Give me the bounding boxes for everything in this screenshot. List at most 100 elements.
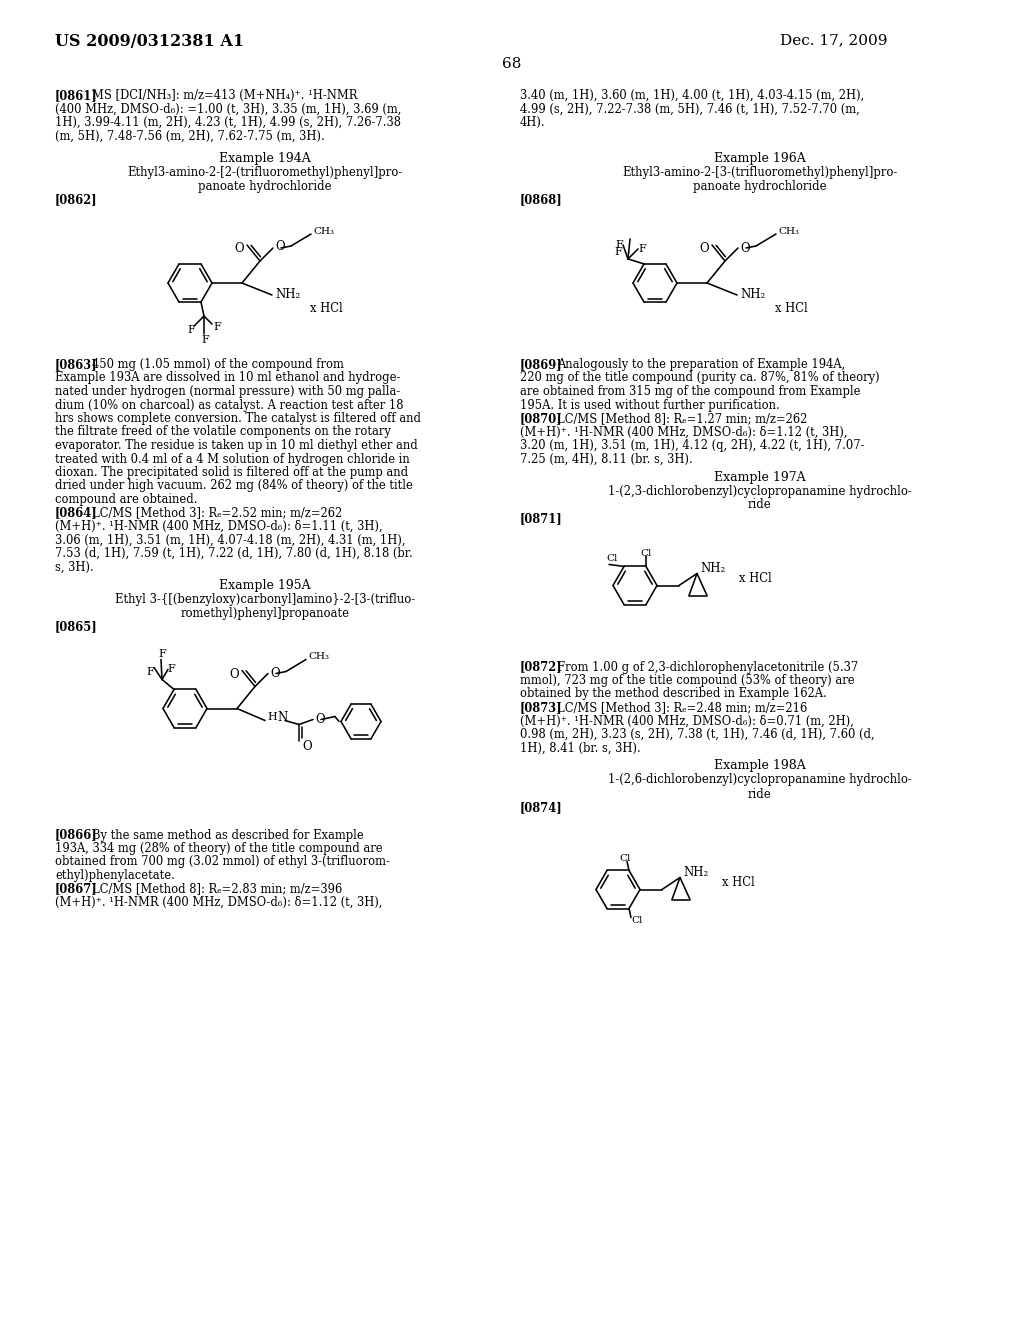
Text: Example 197A: Example 197A (714, 470, 806, 483)
Text: 3.20 (m, 1H), 3.51 (m, 1H), 4.12 (q, 2H), 4.22 (t, 1H), 7.07-: 3.20 (m, 1H), 3.51 (m, 1H), 4.12 (q, 2H)… (520, 440, 864, 451)
Text: mmol), 723 mg of the title compound (53% of theory) are: mmol), 723 mg of the title compound (53%… (520, 675, 855, 686)
Text: [0863]: [0863] (55, 358, 97, 371)
Text: Ethyl3-amino-2-[3-(trifluoromethyl)phenyl]pro-: Ethyl3-amino-2-[3-(trifluoromethyl)pheny… (623, 166, 898, 180)
Text: F: F (167, 664, 175, 675)
Text: obtained from 700 mg (3.02 mmol) of ethyl 3-(trifluorom-: obtained from 700 mg (3.02 mmol) of ethy… (55, 855, 390, 869)
Text: NH₂: NH₂ (700, 562, 725, 576)
Text: F: F (213, 322, 221, 333)
Text: MS [DCI/NH₃]: m/z=413 (M+NH₄)⁺. ¹H-NMR: MS [DCI/NH₃]: m/z=413 (M+NH₄)⁺. ¹H-NMR (92, 88, 357, 102)
Text: F: F (638, 244, 646, 253)
Text: Dec. 17, 2009: Dec. 17, 2009 (780, 33, 888, 48)
Text: the filtrate freed of the volatile components on the rotary: the filtrate freed of the volatile compo… (55, 425, 391, 438)
Text: Ethyl3-amino-2-[2-(trifluoromethyl)phenyl]pro-: Ethyl3-amino-2-[2-(trifluoromethyl)pheny… (127, 166, 402, 180)
Text: Example 194A: Example 194A (219, 152, 311, 165)
Text: O: O (315, 713, 325, 726)
Text: 1H), 8.41 (br. s, 3H).: 1H), 8.41 (br. s, 3H). (520, 742, 641, 755)
Text: ride: ride (749, 499, 772, 511)
Text: F: F (201, 335, 209, 345)
Text: Cl: Cl (606, 554, 617, 562)
Text: 7.25 (m, 4H), 8.11 (br. s, 3H).: 7.25 (m, 4H), 8.11 (br. s, 3H). (520, 453, 693, 466)
Text: F: F (187, 325, 195, 335)
Text: (M+H)⁺. ¹H-NMR (400 MHz, DMSO-d₆): δ=1.11 (t, 3H),: (M+H)⁺. ¹H-NMR (400 MHz, DMSO-d₆): δ=1.1… (55, 520, 383, 533)
Text: CH₃: CH₃ (308, 652, 329, 661)
Text: [0872]: [0872] (520, 660, 562, 673)
Text: 4H).: 4H). (520, 116, 546, 129)
Text: 195A. It is used without further purification.: 195A. It is used without further purific… (520, 399, 779, 412)
Text: compound are obtained.: compound are obtained. (55, 492, 198, 506)
Text: dium (10% on charcoal) as catalyst. A reaction test after 18: dium (10% on charcoal) as catalyst. A re… (55, 399, 403, 412)
Text: 1-(2,6-dichlorobenzyl)cyclopropanamine hydrochlo-: 1-(2,6-dichlorobenzyl)cyclopropanamine h… (608, 774, 912, 787)
Text: panoate hydrochloride: panoate hydrochloride (199, 180, 332, 193)
Text: F: F (158, 649, 166, 660)
Text: Example 193A are dissolved in 10 ml ethanol and hydroge-: Example 193A are dissolved in 10 ml etha… (55, 371, 400, 384)
Text: x HCl: x HCl (739, 572, 772, 585)
Text: 1H), 3.99-4.11 (m, 2H), 4.23 (t, 1H), 4.99 (s, 2H), 7.26-7.38: 1H), 3.99-4.11 (m, 2H), 4.23 (t, 1H), 4.… (55, 116, 401, 129)
Text: evaporator. The residue is taken up in 10 ml diethyl ether and: evaporator. The residue is taken up in 1… (55, 440, 418, 451)
Text: O: O (234, 243, 244, 256)
Text: [0874]: [0874] (520, 801, 563, 814)
Text: 3.06 (m, 1H), 3.51 (m, 1H), 4.07-4.18 (m, 2H), 4.31 (m, 1H),: 3.06 (m, 1H), 3.51 (m, 1H), 4.07-4.18 (m… (55, 533, 406, 546)
Text: Cl: Cl (631, 916, 642, 925)
Text: 1-(2,3-dichlorobenzyl)cyclopropanamine hydrochlo-: 1-(2,3-dichlorobenzyl)cyclopropanamine h… (608, 484, 912, 498)
Text: romethyl)phenyl]propanoate: romethyl)phenyl]propanoate (180, 606, 349, 619)
Text: (M+H)⁺. ¹H-NMR (400 MHz, DMSO-d₆): δ=1.12 (t, 3H),: (M+H)⁺. ¹H-NMR (400 MHz, DMSO-d₆): δ=1.1… (55, 896, 383, 909)
Text: 450 mg (1.05 mmol) of the compound from: 450 mg (1.05 mmol) of the compound from (92, 358, 344, 371)
Text: Cl: Cl (640, 549, 651, 558)
Text: [0873]: [0873] (520, 701, 562, 714)
Text: Cl: Cl (620, 854, 631, 863)
Text: [0862]: [0862] (55, 193, 97, 206)
Text: Example 195A: Example 195A (219, 578, 311, 591)
Text: (400 MHz, DMSO-d₆): =1.00 (t, 3H), 3.35 (m, 1H), 3.69 (m,: (400 MHz, DMSO-d₆): =1.00 (t, 3H), 3.35 … (55, 103, 401, 116)
Text: US 2009/0312381 A1: US 2009/0312381 A1 (55, 33, 244, 50)
Text: [0867]: [0867] (55, 883, 97, 895)
Text: hrs shows complete conversion. The catalyst is filtered off and: hrs shows complete conversion. The catal… (55, 412, 421, 425)
Text: panoate hydrochloride: panoate hydrochloride (693, 180, 826, 193)
Text: x HCl: x HCl (722, 876, 755, 888)
Text: Example 196A: Example 196A (714, 152, 806, 165)
Text: NH₂: NH₂ (740, 289, 765, 301)
Text: (M+H)⁺. ¹H-NMR (400 MHz, DMSO-d₆): δ=1.12 (t, 3H),: (M+H)⁺. ¹H-NMR (400 MHz, DMSO-d₆): δ=1.1… (520, 425, 848, 438)
Text: dried under high vacuum. 262 mg (84% of theory) of the title: dried under high vacuum. 262 mg (84% of … (55, 479, 413, 492)
Text: N: N (278, 711, 288, 723)
Text: O: O (699, 243, 709, 256)
Text: [0866]: [0866] (55, 829, 97, 842)
Text: F: F (615, 240, 623, 249)
Text: ethyl)phenylacetate.: ethyl)phenylacetate. (55, 869, 175, 882)
Text: 3.40 (m, 1H), 3.60 (m, 1H), 4.00 (t, 1H), 4.03-4.15 (m, 2H),: 3.40 (m, 1H), 3.60 (m, 1H), 4.00 (t, 1H)… (520, 88, 864, 102)
Text: dioxan. The precipitated solid is filtered off at the pump and: dioxan. The precipitated solid is filter… (55, 466, 409, 479)
Text: are obtained from 315 mg of the compound from Example: are obtained from 315 mg of the compound… (520, 385, 860, 399)
Text: O: O (302, 741, 311, 752)
Text: O: O (740, 242, 750, 255)
Text: F: F (146, 668, 154, 677)
Text: obtained by the method described in Example 162A.: obtained by the method described in Exam… (520, 688, 826, 701)
Text: O: O (270, 667, 280, 680)
Text: Example 198A: Example 198A (714, 759, 806, 772)
Text: [0868]: [0868] (520, 193, 563, 206)
Text: (M+H)⁺. ¹H-NMR (400 MHz, DMSO-d₆): δ=0.71 (m, 2H),: (M+H)⁺. ¹H-NMR (400 MHz, DMSO-d₆): δ=0.7… (520, 714, 854, 727)
Text: LC/MS [Method 8]: Rₑ=1.27 min; m/z=262: LC/MS [Method 8]: Rₑ=1.27 min; m/z=262 (557, 412, 807, 425)
Text: 7.53 (d, 1H), 7.59 (t, 1H), 7.22 (d, 1H), 7.80 (d, 1H), 8.18 (br.: 7.53 (d, 1H), 7.59 (t, 1H), 7.22 (d, 1H)… (55, 546, 413, 560)
Text: CH₃: CH₃ (313, 227, 334, 235)
Text: F: F (615, 247, 625, 257)
Text: ride: ride (749, 788, 772, 800)
Text: [0861]: [0861] (55, 88, 97, 102)
Text: x HCl: x HCl (775, 302, 808, 315)
Text: By the same method as described for Example: By the same method as described for Exam… (92, 829, 364, 842)
Text: LC/MS [Method 3]: Rₑ=2.48 min; m/z=216: LC/MS [Method 3]: Rₑ=2.48 min; m/z=216 (557, 701, 807, 714)
Text: 220 mg of the title compound (purity ca. 87%, 81% of theory): 220 mg of the title compound (purity ca.… (520, 371, 880, 384)
Text: H: H (267, 713, 276, 722)
Text: CH₃: CH₃ (778, 227, 799, 235)
Text: 4.99 (s, 2H), 7.22-7.38 (m, 5H), 7.46 (t, 1H), 7.52-7.70 (m,: 4.99 (s, 2H), 7.22-7.38 (m, 5H), 7.46 (t… (520, 103, 860, 116)
Text: [0869]: [0869] (520, 358, 563, 371)
Text: NH₂: NH₂ (683, 866, 709, 879)
Text: [0870]: [0870] (520, 412, 562, 425)
Text: [0864]: [0864] (55, 507, 97, 520)
Text: (m, 5H), 7.48-7.56 (m, 2H), 7.62-7.75 (m, 3H).: (m, 5H), 7.48-7.56 (m, 2H), 7.62-7.75 (m… (55, 129, 325, 143)
Text: [0865]: [0865] (55, 620, 97, 634)
Text: 193A, 334 mg (28% of theory) of the title compound are: 193A, 334 mg (28% of theory) of the titl… (55, 842, 383, 855)
Text: LC/MS [Method 3]: Rₑ=2.52 min; m/z=262: LC/MS [Method 3]: Rₑ=2.52 min; m/z=262 (92, 507, 342, 520)
Text: Ethyl 3-{[(benzyloxy)carbonyl]amino}-2-[3-(trifluo-: Ethyl 3-{[(benzyloxy)carbonyl]amino}-2-[… (115, 593, 415, 606)
Text: LC/MS [Method 8]: Rₑ=2.83 min; m/z=396: LC/MS [Method 8]: Rₑ=2.83 min; m/z=396 (92, 883, 342, 895)
Text: 68: 68 (503, 57, 521, 71)
Text: O: O (275, 240, 285, 253)
